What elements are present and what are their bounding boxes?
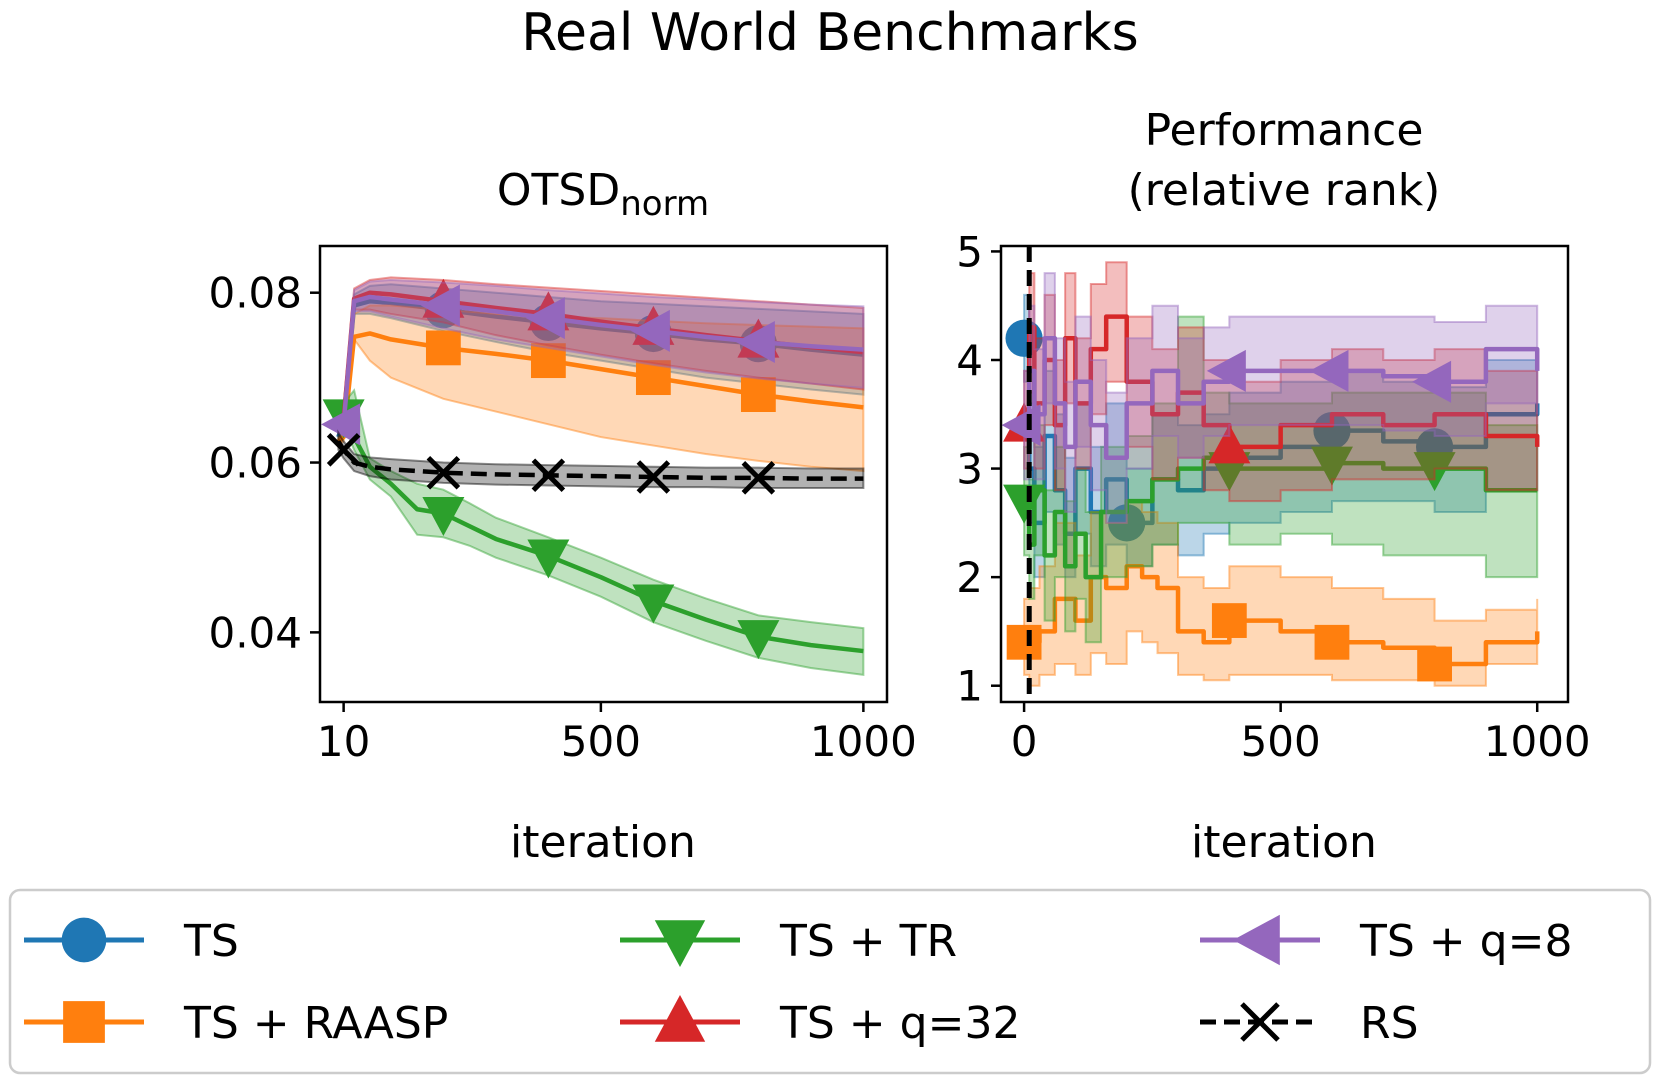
- marker-ts-q-8-1: [420, 284, 460, 327]
- marker-rs-2: [531, 458, 566, 493]
- y-tick-label: 4: [956, 336, 983, 385]
- plot-area: [1001, 246, 1540, 702]
- right-panel-subtitle: (relative rank): [1128, 165, 1441, 216]
- marker-ts-tr-2: [1310, 446, 1353, 486]
- legend-item-ts-q-32: TS + q=32: [620, 995, 1020, 1049]
- marker-ts-raasp-2: [635, 360, 671, 396]
- legend-marker: [61, 917, 107, 963]
- legend-marker: [63, 1001, 105, 1043]
- series-ts-q-8: [1001, 272, 1540, 524]
- marker-ts-tr-0: [1003, 484, 1046, 524]
- left-panel-title-subscript: norm: [620, 184, 709, 224]
- marker-ts-2: [1313, 411, 1351, 450]
- legend-label: RS: [1360, 998, 1419, 1049]
- y-tick-label: 3: [956, 445, 983, 494]
- marker-ts-tr-3: [1413, 452, 1456, 492]
- legend-label: TS + RAASP: [183, 998, 448, 1049]
- band-ts: [337, 283, 865, 442]
- legend-label: TS + q=8: [1359, 916, 1572, 967]
- marker-ts-q-8-2: [1309, 349, 1349, 392]
- left-panel-title: OTSDnorm: [497, 165, 709, 224]
- right-panel-title: Performance: [1145, 105, 1424, 156]
- y-tick-label: 0.06: [208, 439, 302, 488]
- marker-ts-raasp-1: [1211, 603, 1247, 638]
- line-ts: [1024, 336, 1540, 536]
- legend-marker: [654, 995, 706, 1042]
- marker-ts-q-8-4: [735, 320, 775, 363]
- line-ts-q-8: [1024, 336, 1540, 460]
- axes-frame: [318, 244, 889, 704]
- legend: TS TS + TR TS + q=8 TS + RAASP TS + q=32 RS: [8, 888, 1652, 1075]
- legend-frame: [8, 888, 1652, 1075]
- marker-rs-0: [326, 433, 361, 467]
- axes-frame: [999, 244, 1570, 704]
- series-ts-q-8: [321, 278, 865, 446]
- x-tick-label: 1000: [810, 717, 917, 766]
- right-x-axis-label: iteration: [1191, 817, 1377, 868]
- marker-ts-q-8-3: [1412, 360, 1452, 403]
- band-ts-q-8: [1023, 272, 1539, 524]
- x-tick-label: 500: [561, 717, 641, 766]
- band-ts-raasp: [1023, 500, 1539, 687]
- left-panel-title-main: OTSD: [497, 165, 620, 216]
- band-ts-q-8: [337, 278, 865, 434]
- legend-item-ts-raasp: TS + RAASP: [24, 998, 448, 1049]
- plot-area: [321, 276, 865, 676]
- marker-ts-q-8-1: [1206, 349, 1246, 392]
- marker-ts-raasp-0: [1006, 624, 1042, 660]
- series-ts-tr: [322, 388, 865, 676]
- marker-ts-tr-3: [632, 584, 675, 624]
- y-tick-label: 0.08: [208, 269, 302, 318]
- y-tick-label: 5: [956, 227, 983, 276]
- band-rs: [337, 429, 865, 490]
- x-tick-label: 1000: [1484, 717, 1591, 766]
- legend-marker: [654, 920, 706, 967]
- marker-ts-raasp-3: [740, 377, 776, 413]
- marker-ts-tr-1: [422, 496, 465, 536]
- legend-label: TS + q=32: [779, 998, 1020, 1049]
- y-tick-label: 0.04: [208, 608, 302, 657]
- x-tick-label: 10: [317, 717, 370, 766]
- otsd-norm-panel: 10 500 1000 0.04 0.06 0.08: [208, 244, 917, 766]
- legend-item-ts-tr: TS + TR: [620, 916, 957, 967]
- x-tick-label: 500: [1241, 717, 1321, 766]
- marker-rs-4: [741, 461, 776, 495]
- band-ts-tr: [1023, 315, 1539, 644]
- marker-rs-1: [426, 455, 461, 490]
- legend-item-ts: TS: [24, 916, 239, 967]
- legend-item-rs: RS: [1200, 998, 1419, 1049]
- band-ts-raasp: [337, 304, 865, 473]
- marker-ts-raasp-3: [1417, 646, 1452, 682]
- legend-marker: [1240, 1002, 1280, 1042]
- marker-ts-raasp-0: [425, 330, 461, 366]
- series-ts-raasp: [336, 304, 865, 473]
- legend-marker: [1233, 914, 1280, 966]
- legend-item-ts-q-8: TS + q=8: [1200, 914, 1572, 967]
- marker-ts-q-8-0: [321, 403, 361, 446]
- marker-ts-q-8-3: [630, 309, 670, 352]
- marker-ts-tr-2: [527, 539, 570, 579]
- marker-ts-q-32-1: [1208, 424, 1251, 464]
- y-tick-label: 2: [956, 553, 983, 602]
- line-ts-raasp: [1024, 564, 1540, 667]
- legend-label: TS: [183, 916, 239, 967]
- x-tick-label: 0: [1011, 717, 1038, 766]
- line-ts-tr: [336, 413, 864, 654]
- y-tick-label: 1: [956, 662, 983, 711]
- marker-ts-raasp-1: [530, 343, 566, 379]
- left-x-axis-label: iteration: [510, 817, 696, 868]
- figure-title: Real World Benchmarks: [521, 3, 1138, 63]
- series-ts-raasp: [1006, 500, 1540, 687]
- legend-label: TS + TR: [779, 916, 957, 967]
- relative-rank-panel: 0 500 1000 1 2 3 4 5: [956, 227, 1590, 766]
- marker-ts-tr-4: [737, 620, 780, 660]
- marker-ts-raasp-2: [1314, 624, 1350, 660]
- marker-ts-q-8-2: [525, 297, 565, 340]
- series-rs: [326, 429, 865, 495]
- band-ts-q-32: [337, 276, 865, 435]
- marker-rs-3: [636, 460, 671, 494]
